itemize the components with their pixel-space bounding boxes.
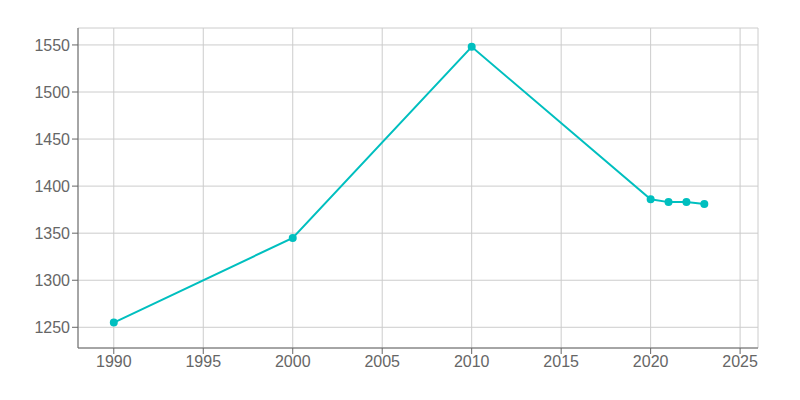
svg-text:2020: 2020 [633, 353, 669, 370]
svg-text:1250: 1250 [34, 319, 70, 336]
svg-text:1450: 1450 [34, 131, 70, 148]
svg-text:2000: 2000 [275, 353, 311, 370]
svg-text:1350: 1350 [34, 225, 70, 242]
svg-text:2015: 2015 [543, 353, 579, 370]
svg-text:2025: 2025 [722, 353, 758, 370]
svg-text:2010: 2010 [454, 353, 490, 370]
svg-text:1400: 1400 [34, 178, 70, 195]
svg-text:1550: 1550 [34, 37, 70, 54]
svg-text:1300: 1300 [34, 272, 70, 289]
svg-text:2005: 2005 [364, 353, 400, 370]
svg-text:1990: 1990 [96, 353, 132, 370]
svg-text:1995: 1995 [185, 353, 221, 370]
svg-text:1500: 1500 [34, 84, 70, 101]
